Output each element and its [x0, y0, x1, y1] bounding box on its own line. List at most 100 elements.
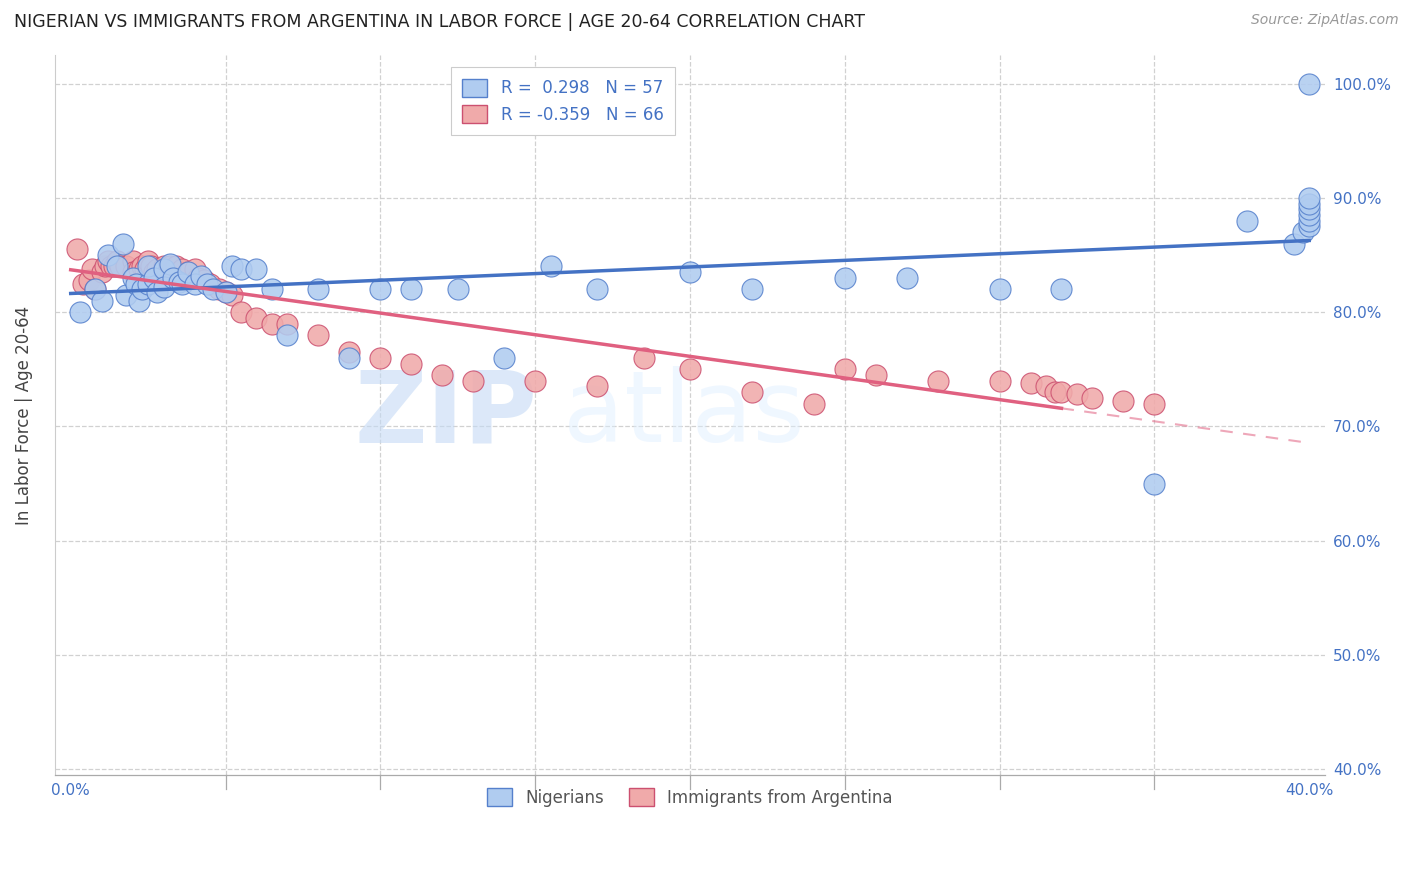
Point	[370, 282, 392, 296]
Point	[927, 374, 949, 388]
Point	[146, 285, 169, 299]
Point	[115, 260, 138, 274]
Point	[633, 351, 655, 365]
Point	[447, 282, 470, 296]
Point	[143, 271, 166, 285]
Point	[540, 260, 562, 274]
Point	[190, 268, 212, 283]
Point	[1298, 77, 1320, 91]
Point	[1066, 387, 1088, 401]
Point	[1050, 282, 1073, 296]
Point	[988, 282, 1011, 296]
Point	[524, 374, 547, 388]
Point	[121, 253, 143, 268]
Point	[84, 282, 107, 296]
Point	[1298, 191, 1320, 205]
Point	[90, 293, 112, 308]
Point	[276, 328, 298, 343]
Point	[221, 288, 243, 302]
Point	[1236, 214, 1258, 228]
Point	[162, 271, 184, 285]
Point	[69, 305, 91, 319]
Legend: Nigerians, Immigrants from Argentina: Nigerians, Immigrants from Argentina	[477, 778, 903, 817]
Point	[134, 261, 156, 276]
Point	[401, 282, 423, 296]
Point	[229, 305, 252, 319]
Text: atlas: atlas	[562, 367, 804, 464]
Point	[463, 374, 485, 388]
Point	[1298, 219, 1320, 234]
Point	[896, 271, 918, 285]
Point	[136, 277, 159, 291]
Point	[128, 293, 150, 308]
Point	[177, 265, 200, 279]
Point	[198, 277, 221, 291]
Point	[1035, 379, 1057, 393]
Point	[1292, 225, 1315, 239]
Point	[307, 282, 329, 296]
Point	[136, 260, 159, 274]
Point	[152, 280, 174, 294]
Point	[494, 351, 516, 365]
Point	[276, 317, 298, 331]
Point	[1298, 214, 1320, 228]
Point	[183, 261, 205, 276]
Point	[586, 282, 609, 296]
Point	[1143, 476, 1166, 491]
Point	[110, 260, 132, 274]
Point	[1081, 391, 1104, 405]
Point	[741, 282, 763, 296]
Point	[159, 257, 181, 271]
Point	[82, 261, 104, 276]
Text: ZIP: ZIP	[354, 367, 537, 464]
Point	[136, 265, 159, 279]
Point	[1298, 208, 1320, 222]
Point	[741, 385, 763, 400]
Point	[337, 351, 360, 365]
Point	[1298, 196, 1320, 211]
Point	[195, 277, 218, 291]
Point	[865, 368, 887, 382]
Point	[77, 273, 100, 287]
Point	[112, 236, 135, 251]
Point	[146, 261, 169, 276]
Point	[136, 253, 159, 268]
Point	[679, 265, 702, 279]
Point	[103, 260, 125, 274]
Point	[307, 328, 329, 343]
Point	[834, 362, 856, 376]
Point	[167, 265, 190, 279]
Point	[193, 273, 215, 287]
Point	[221, 260, 243, 274]
Point	[66, 243, 89, 257]
Point	[214, 285, 236, 299]
Point	[679, 362, 702, 376]
Point	[159, 260, 181, 274]
Point	[245, 310, 267, 325]
Point	[105, 260, 128, 274]
Point	[401, 357, 423, 371]
Point	[152, 260, 174, 274]
Point	[1050, 385, 1073, 400]
Point	[214, 285, 236, 299]
Point	[834, 271, 856, 285]
Point	[165, 260, 187, 274]
Point	[94, 260, 117, 274]
Point	[125, 277, 148, 291]
Point	[1045, 385, 1067, 400]
Point	[187, 271, 209, 285]
Point	[100, 260, 122, 274]
Point	[1143, 396, 1166, 410]
Point	[177, 265, 200, 279]
Text: Source: ZipAtlas.com: Source: ZipAtlas.com	[1251, 13, 1399, 28]
Point	[586, 379, 609, 393]
Point	[162, 261, 184, 276]
Point	[260, 317, 283, 331]
Point	[1298, 202, 1320, 217]
Point	[172, 277, 194, 291]
Point	[1282, 236, 1305, 251]
Point	[337, 345, 360, 359]
Point	[97, 248, 120, 262]
Point	[988, 374, 1011, 388]
Point	[131, 282, 153, 296]
